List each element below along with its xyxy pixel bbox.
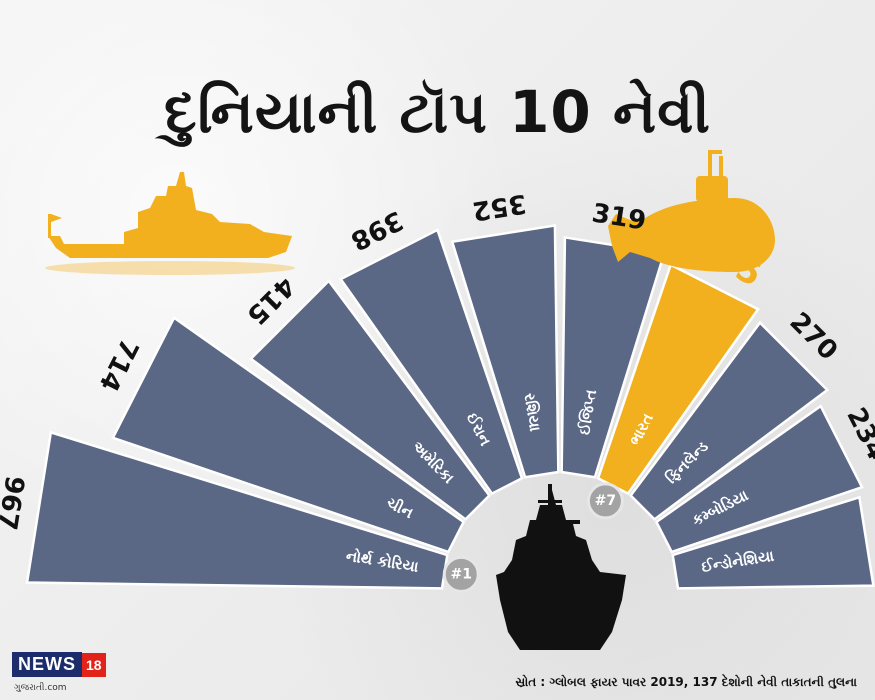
bar-9 xyxy=(671,495,875,590)
rank-label: #7 xyxy=(595,493,616,509)
value-label-1: 714 xyxy=(93,334,144,396)
logo-brand: NEWS xyxy=(12,652,82,677)
value-label-5: 319 xyxy=(590,198,648,236)
bar-8 xyxy=(654,404,864,554)
navy-ship-icon xyxy=(496,484,626,650)
rank-badge-0: #1 xyxy=(442,555,480,593)
category-label-4: રશિયા xyxy=(520,392,544,433)
rank-label: #1 xyxy=(450,566,471,582)
laurel-icon xyxy=(586,482,624,520)
bar-4 xyxy=(450,224,560,479)
value-label-3: 398 xyxy=(346,204,408,255)
logo-subtitle: ગુજરાતી.com xyxy=(14,683,67,693)
page-title: દુનિયાની ટૉપ 10 નેવી xyxy=(164,78,711,146)
submarine-icon xyxy=(608,150,775,272)
source-note: સ્રોત : ગ્લોબલ ફાયર પાવર 2019, 137 દેશોન… xyxy=(515,675,857,689)
value-label-4: 352 xyxy=(470,188,528,226)
rank-badge-1: #7 xyxy=(586,482,624,520)
bars-layer xyxy=(25,224,875,590)
bar-1 xyxy=(111,315,466,554)
laurel-icon xyxy=(442,555,480,593)
bar-2 xyxy=(248,278,491,521)
logo-number: 18 xyxy=(82,652,106,677)
ships-layer xyxy=(45,150,775,650)
news18-logo: NEWS 18 xyxy=(12,652,106,677)
value-label-0: 967 xyxy=(0,474,29,532)
bar-7 xyxy=(629,320,830,521)
badges-layer: #1 #7 xyxy=(442,482,624,593)
bar-3 xyxy=(338,228,524,496)
warship-icon xyxy=(45,172,295,275)
